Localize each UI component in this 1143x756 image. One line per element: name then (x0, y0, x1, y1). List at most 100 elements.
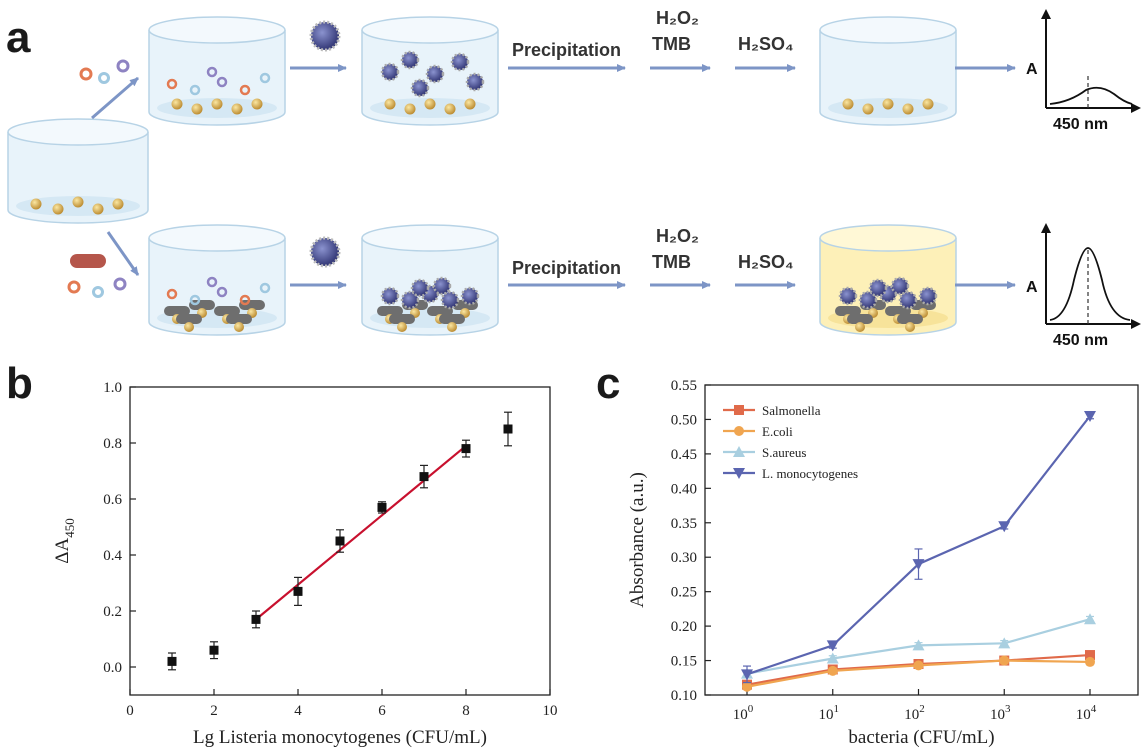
magnetic-bead (211, 98, 223, 110)
beaker-rim (148, 16, 286, 44)
captured-bacterium (226, 314, 252, 324)
nanozyme-probe (918, 286, 938, 306)
data-point (826, 652, 839, 664)
magnetic-bead (184, 322, 194, 332)
data-point (167, 656, 177, 666)
beaker-rim (819, 224, 957, 252)
x-axis-label: Lg Listeria monocytogenes (CFU/mL) (193, 727, 487, 748)
beaker-result-negative (819, 16, 957, 126)
y-tick-label: 0.35 (671, 516, 697, 532)
data-point (335, 536, 345, 546)
free-particle (206, 66, 218, 78)
y-tick-label: 0.6 (103, 492, 122, 508)
data-point (1085, 656, 1095, 667)
x-tick-label: 102 (904, 703, 925, 723)
captured-bacterium (885, 306, 911, 316)
free-particle (216, 76, 228, 88)
y-tick-label: 0.0 (103, 660, 122, 676)
free-particle (216, 286, 228, 298)
data-point (1085, 650, 1095, 661)
data-point (912, 559, 925, 571)
nanozyme-probe (838, 286, 858, 306)
nanozyme-probe (410, 278, 430, 298)
nanozyme-probe (425, 64, 445, 84)
panel-b-chart: b 0 2 4 6 8 10 0.0 0.2 0.4 0.6 0.8 1.0 Lg Listeria m… (6, 359, 558, 748)
data-point (293, 586, 303, 596)
captured-bacterium (835, 306, 861, 316)
data-point (999, 655, 1010, 666)
nanozyme-probe (432, 276, 452, 296)
captured-bacterium (377, 306, 403, 316)
branch-arrow-down (106, 231, 140, 276)
data-point (742, 681, 752, 692)
data-point (251, 614, 261, 624)
data-point (734, 426, 744, 436)
data-point (733, 468, 745, 479)
nanozyme-probe (868, 278, 888, 298)
y-tick-label: 0.4 (103, 548, 122, 564)
y-tick-label: 0.2 (103, 604, 122, 620)
fit-line (255, 444, 467, 621)
captured-bacterium (427, 306, 453, 316)
magnetic-bead (404, 103, 416, 115)
beaker-probe-control (361, 16, 499, 126)
y-tick-label: 0.40 (671, 481, 697, 497)
panel-a: a (6, 8, 1141, 349)
data-point (998, 521, 1011, 533)
nanozyme-probe (898, 290, 918, 310)
beaker-result-positive (819, 224, 957, 336)
magnetic-bead (922, 98, 934, 110)
x-tick-label: 103 (990, 703, 1011, 723)
beaker-rim (361, 16, 499, 44)
y-tick-label: 0.20 (671, 619, 697, 635)
spectrum-inset-strong: A 450 nm (1026, 223, 1141, 349)
data-point (741, 669, 753, 681)
magnetic-bead-group (30, 196, 124, 215)
captured-bacterium (214, 306, 240, 316)
spectrum-ylabel-top: A (1026, 61, 1038, 78)
x-tick-label: 10 (543, 703, 558, 719)
x-tick-label: 101 (819, 703, 840, 723)
free-particle (189, 84, 201, 96)
data-point (826, 640, 839, 652)
tmb-label-bottom: TMB (652, 252, 691, 272)
x-tick-label: 2 (210, 703, 218, 719)
data-point (503, 424, 513, 434)
magnetic-bead (397, 322, 407, 332)
magnetic-bead (444, 103, 456, 115)
free-particle (259, 282, 271, 294)
nanozyme-probe (858, 290, 878, 310)
captured-bacterium (189, 300, 215, 310)
legend-label: L. monocytogenes (762, 466, 858, 481)
x-tick-label: 100 (733, 703, 754, 723)
data-point (998, 637, 1011, 649)
free-particle (239, 294, 251, 306)
nanozyme-probe (465, 72, 485, 92)
y-tick-label: 0.8 (103, 436, 122, 452)
beaker-rim (361, 224, 499, 252)
magnetic-bead (171, 98, 183, 110)
magnetic-bead (905, 322, 915, 332)
y-axis-label: Absorbance (a.u.) (627, 472, 648, 608)
magnetic-bead (902, 103, 914, 115)
legend-label: S.aureus (762, 445, 806, 460)
free-particle (189, 294, 201, 306)
magnetic-bead (447, 322, 457, 332)
panel-c-letter: c (596, 359, 620, 408)
x-tick-label: 0 (126, 703, 134, 719)
data-point (912, 639, 925, 651)
nanozyme-probe-top (309, 20, 341, 52)
captured-bacterium (439, 314, 465, 324)
x-axis-label: bacteria (CFU/mL) (848, 727, 994, 748)
process-arrows (290, 64, 1016, 289)
data-point (1084, 613, 1096, 625)
y-tick-label: 0.10 (671, 688, 697, 704)
beaker-rim (819, 16, 957, 44)
magnetic-bead (251, 98, 263, 110)
y-tick-label: 1.0 (103, 380, 122, 396)
beaker-rim (148, 224, 286, 252)
data-point (734, 405, 744, 415)
magnetic-bead (882, 98, 894, 110)
free-particle (166, 78, 178, 90)
x-tick-label: 4 (294, 703, 302, 719)
